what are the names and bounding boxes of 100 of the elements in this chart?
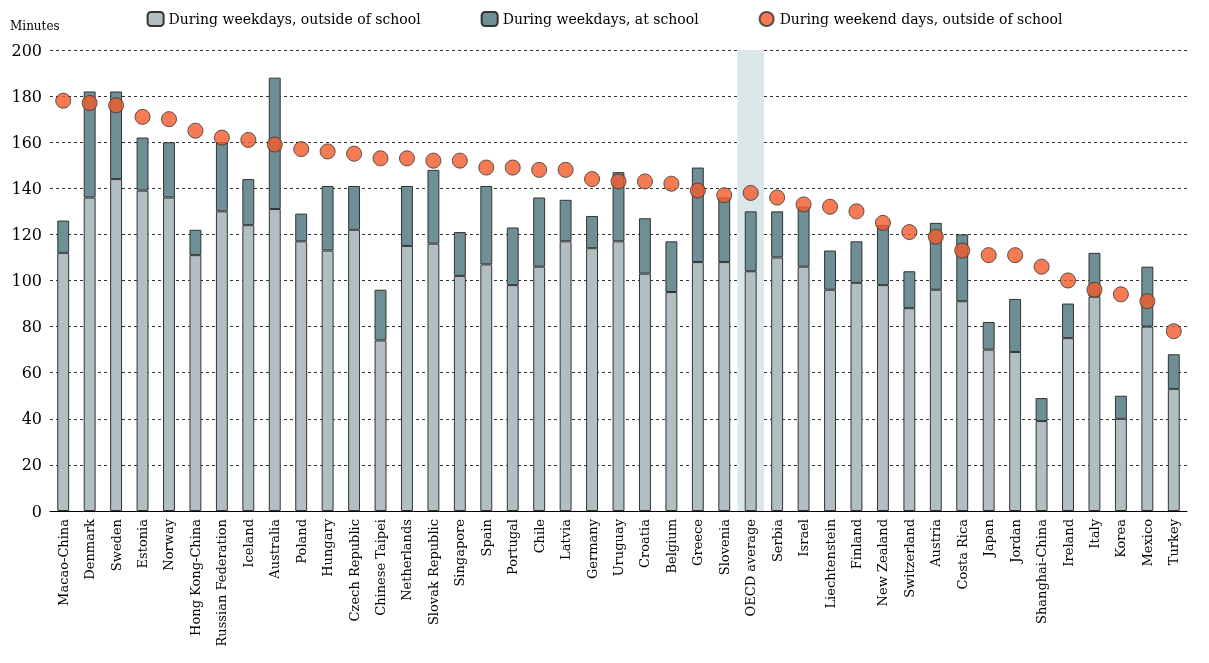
x-tick-label: Serbia [769,518,785,563]
y-tick-label: 80 [21,317,42,337]
point [213,129,230,146]
x-tick-label: Slovenia [716,518,732,576]
point [1112,286,1129,303]
x-tick-label: Greece [690,518,706,566]
x-tick-label: Russian Federation [214,518,230,647]
x-tick-label: Singapore [452,518,468,587]
point [372,150,389,167]
x-tick-label: Japan [981,518,997,559]
point [769,189,786,206]
y-tick-label: 180 [11,86,42,106]
point [346,145,363,162]
x-tick-label: Estonia [135,518,151,569]
point [954,242,971,259]
x-tick-label: Mexico [1139,518,1155,567]
point [636,173,653,190]
x-tick-label: New Zealand [875,519,891,607]
point [240,131,257,148]
point [504,159,521,176]
y-tick-label: 200 [11,40,42,60]
point [266,136,283,153]
point [874,214,891,231]
x-tick-label: Norway [161,518,177,571]
y-tick-label: 100 [11,271,42,290]
y-tick-label: 120 [11,224,42,244]
legend-label: During weekdays, outside of school [168,11,422,27]
y-axis-title: Minutes [10,19,60,33]
x-tick-label: Denmark [82,518,98,580]
x-tick-label: Liechtenstein [822,518,838,609]
x-tick-label: Austria [928,518,944,568]
point [108,97,125,114]
x-tick-label: Latvia [558,518,574,560]
point [689,182,706,199]
x-tick-label: Croatia [637,518,653,568]
point [319,143,336,160]
x-tick-label: Italy [1086,518,1102,549]
x-tick-label: Spain [478,518,494,557]
point [1007,247,1024,264]
x-tick-label: Belgium [663,519,679,574]
x-tick-label: Germany [584,518,600,580]
x-tick-label: Finland [848,519,864,570]
point [425,152,442,169]
x-tick-label: Costa Rica [954,518,970,590]
point [55,92,72,109]
y-tick-label: 40 [21,409,42,429]
x-tick-label: OECD average [743,518,759,617]
legend-label: During weekdays, at school [502,11,700,27]
x-tick-label: Slovak Republic [425,519,441,626]
point [187,122,204,139]
point [478,159,495,176]
x-tick-label: Chile [531,518,547,554]
x-tick-label: Hungary [320,518,336,577]
x-tick-label: Switzerland [901,519,917,598]
y-tick-label: 20 [21,455,42,475]
point [584,171,601,188]
x-tick-label: Hong Kong-China [187,518,203,636]
point [1139,293,1156,310]
y-tick-label: 140 [11,178,42,198]
point [980,247,997,264]
legend-label: During weekend days, outside of school [779,11,1063,27]
x-tick-label: Korea [1113,518,1129,558]
point [742,184,759,201]
y-tick-label: 60 [21,363,42,383]
point [398,150,415,167]
x-tick-label: Iceland [240,519,256,568]
point [161,111,177,128]
x-tick-label: Israel [796,519,812,557]
point [610,173,627,190]
point [557,161,574,178]
point [451,152,468,169]
x-tick-label: Czech Republic [346,519,362,622]
x-tick-label: Chinese Taipei [373,519,389,616]
point [716,187,733,204]
x-tick-label: Portugal [505,519,521,576]
x-tick-label: Uruguay [611,518,626,577]
point [531,161,548,178]
point [293,141,310,158]
x-tick-label: Sweden [108,518,124,572]
point [1165,323,1182,340]
point [848,203,865,220]
x-tick-label: Poland [293,519,309,564]
x-tick-label: Macao-China [55,518,71,606]
x-tick-label: Jordan [1007,518,1023,565]
y-tick-label: 160 [11,132,42,152]
x-tick-label: Turkey [1166,518,1182,566]
point [1086,281,1103,298]
point [1033,258,1050,275]
point [1060,272,1077,289]
point [901,224,918,241]
point [81,95,98,112]
point [822,198,839,215]
y-tick-label: 0 [31,501,42,521]
x-tick-label: Ireland [1060,519,1076,567]
x-tick-label: Australia [267,518,283,580]
x-tick-label: Shanghai-China [1034,518,1050,624]
point [663,175,680,192]
x-tick-label: Netherlands [399,519,415,601]
point [134,108,151,125]
point [795,196,812,213]
